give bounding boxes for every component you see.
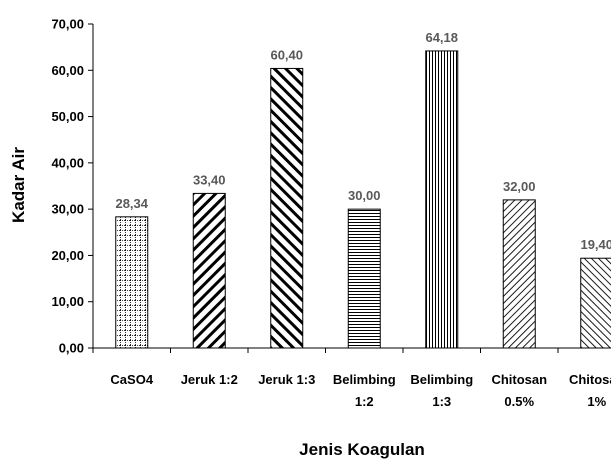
x-category-label: 1:2 xyxy=(355,394,374,409)
bar xyxy=(502,199,536,349)
x-category-label: Belimbing xyxy=(410,372,473,387)
data-label: 64,18 xyxy=(425,30,458,45)
y-tick-label: 60,00 xyxy=(51,63,84,78)
y-tick-label: 0,00 xyxy=(59,341,84,356)
data-label: 33,40 xyxy=(193,172,226,187)
x-category-label: CaSO4 xyxy=(110,372,153,387)
bar xyxy=(425,50,459,349)
x-category-label: Jeruk 1:2 xyxy=(181,372,238,387)
x-category-label: 1:3 xyxy=(432,394,451,409)
x-category-label: 1% xyxy=(587,394,606,409)
data-label: 30,00 xyxy=(348,188,381,203)
y-axis-title: Kadar Air xyxy=(9,147,28,223)
x-axis-title: Jenis Koagulan xyxy=(299,440,425,459)
y-tick-label: 20,00 xyxy=(51,248,84,263)
x-category-label: Chitosan xyxy=(491,372,547,387)
x-category-label: Belimbing xyxy=(333,372,396,387)
y-tick-label: 10,00 xyxy=(51,294,84,309)
bar xyxy=(115,216,149,349)
y-tick-label: 30,00 xyxy=(51,202,84,217)
bar xyxy=(580,257,611,349)
data-label: 60,40 xyxy=(270,47,303,62)
bar xyxy=(347,208,381,349)
x-category-label: Jeruk 1:3 xyxy=(258,372,315,387)
y-tick-label: 70,00 xyxy=(51,17,84,32)
bar xyxy=(270,67,304,349)
data-label: 32,00 xyxy=(503,179,536,194)
plot-area: 0,00 10,00 20,00 30,00 40,00 50,00 60,00 70,00 2… xyxy=(51,17,611,409)
x-category-label: Chitosan xyxy=(569,372,611,387)
x-category-label: 0.5% xyxy=(504,394,534,409)
y-tick-label: 40,00 xyxy=(51,155,84,170)
bar xyxy=(192,192,226,349)
data-label: 19,40 xyxy=(580,237,611,252)
y-tick-label: 50,00 xyxy=(51,109,84,124)
data-label: 28,34 xyxy=(115,196,148,211)
